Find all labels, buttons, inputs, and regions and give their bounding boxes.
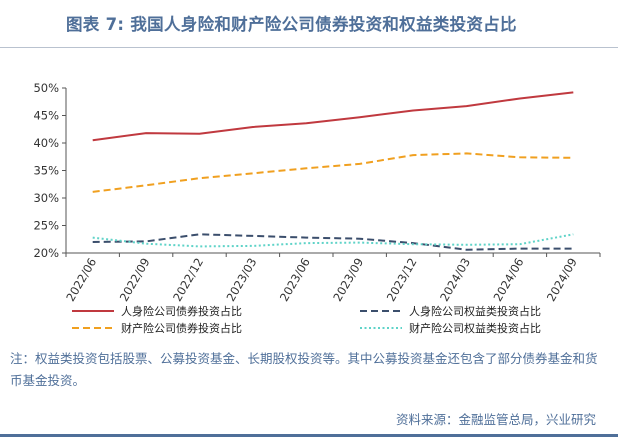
legend-label-4: 财产险公司权益类投资占比 [409, 321, 541, 335]
x-tick-label: 2022/06 [63, 256, 99, 304]
data-source: 资料来源：金融监管总局，兴业研究 [395, 412, 596, 427]
series-line-3 [92, 152, 574, 193]
y-tick-label: 30% [33, 191, 59, 205]
legend-label-1: 人身险公司债券投资占比 [121, 304, 242, 318]
x-tick-label: 2022/12 [170, 256, 206, 304]
x-tick-label: 2023/09 [330, 256, 366, 304]
y-tick-label: 35% [33, 164, 59, 178]
legend-label-2: 人身险公司权益类投资占比 [409, 304, 541, 318]
bottom-divider [0, 434, 618, 437]
y-tick-label: 45% [33, 109, 59, 123]
x-tick-label: 2024/03 [437, 256, 473, 304]
x-tick-label: 2022/09 [117, 256, 153, 304]
y-tick-label: 40% [33, 136, 59, 150]
x-tick-label: 2024/09 [544, 256, 580, 304]
legend-label-3: 财产险公司债券投资占比 [121, 321, 242, 335]
title-divider [0, 47, 618, 48]
x-tick-label: 2023/06 [277, 256, 313, 304]
y-tick-label: 25% [33, 219, 59, 233]
y-tick-label: 50% [33, 81, 59, 95]
x-tick-label: 2023/03 [223, 256, 259, 304]
x-tick-label: 2023/12 [384, 256, 420, 304]
figure-note: 注：权益类投资包括股票、公募投资基金、长期股权投资等。其中公募投资基金还包含了部… [10, 351, 598, 388]
series-line-4 [92, 233, 574, 248]
line-chart: 20% 25% 30% 35% 40% 45% 50% 2022/06 2022/09 2022/… [33, 81, 601, 335]
y-tick-label: 20% [33, 246, 59, 260]
figure-title: 图表 7: 我国人身险和财产险公司债券投资和权益类投资占比 [66, 15, 517, 34]
series-line-2 [92, 233, 574, 251]
x-tick-label: 2024/06 [490, 256, 526, 304]
series-line-1 [92, 91, 574, 142]
